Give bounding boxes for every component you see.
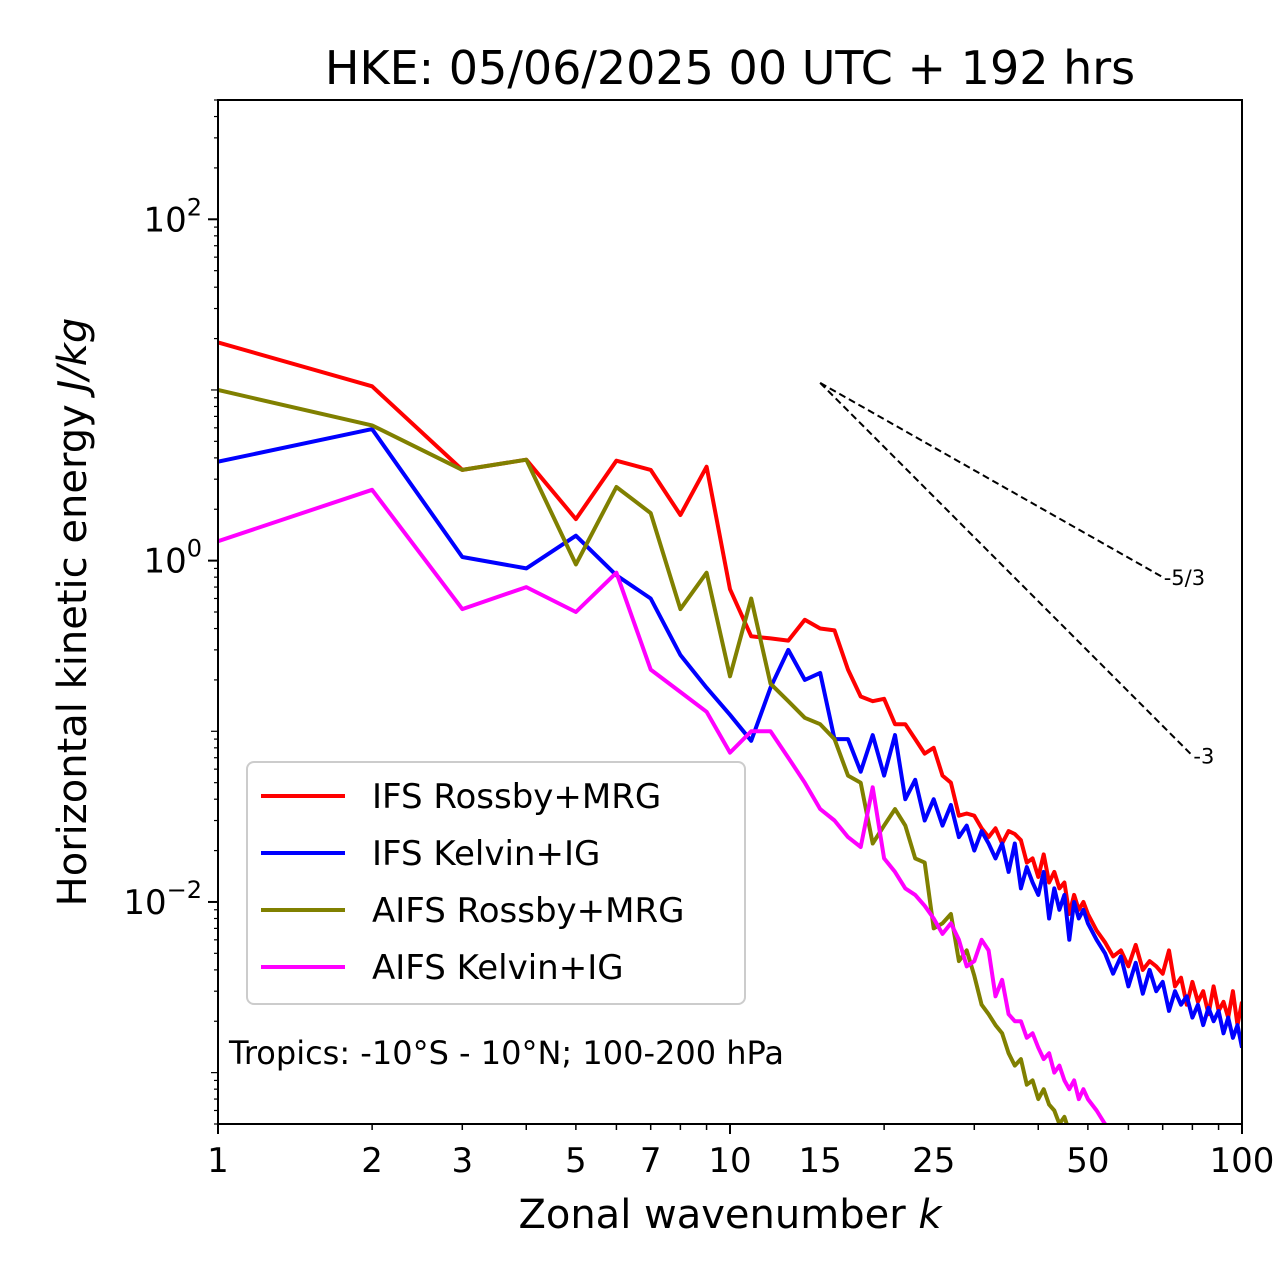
legend-box (246, 761, 746, 1005)
y-tick-label: 102 (143, 193, 202, 240)
chart-title: HKE: 05/06/2025 00 UTC + 192 hrs (325, 41, 1135, 95)
x-tick-label: 1 (207, 1141, 229, 1181)
x-tick-label: 5 (565, 1141, 587, 1181)
y-axis-ticks: 10−2 100 102 (123, 99, 218, 1125)
series-line-3 (218, 487, 1108, 1124)
legend-label: IFS Kelvin+IG (372, 834, 600, 874)
y-tick-label: 100 (143, 535, 202, 582)
x-tick-label: 2 (361, 1141, 383, 1181)
legend: IFS Rossby+MRG IFS Kelvin+IG AIFS Rossby+M… (246, 761, 746, 1005)
y-axis-title: Horizontal kinetic energy J/kg (50, 318, 96, 907)
reference-line-label-1: -3 (1193, 745, 1214, 769)
x-tick-label: 7 (640, 1141, 662, 1181)
x-tick-label: 100 (1210, 1141, 1275, 1181)
region-annotation: Tropics: -10°S - 10°N; 100-200 hPa (228, 1034, 784, 1072)
x-tick-label: 50 (1066, 1141, 1109, 1181)
series-line-1 (218, 427, 1242, 1049)
x-tick-label: 25 (912, 1141, 955, 1181)
x-tick-label: 10 (708, 1141, 751, 1181)
series-line-0 (218, 340, 1242, 1028)
legend-label: IFS Rossby+MRG (372, 777, 661, 817)
x-tick-label: 3 (451, 1141, 473, 1181)
reference-line-0 (819, 382, 1164, 579)
legend-label: AIFS Rossby+MRG (372, 891, 684, 931)
legend-label: AIFS Kelvin+IG (372, 948, 624, 988)
reference-slope-lines: -5/3 -3 (819, 382, 1214, 769)
reference-line-label-0: -5/3 (1164, 566, 1205, 590)
x-tick-label: 15 (799, 1141, 842, 1181)
x-axis-title: Zonal wavenumber k (518, 1192, 943, 1238)
y-tick-label: 10−2 (123, 876, 202, 923)
x-axis-ticks: 1 2 3 5 7 10 15 25 50 100 (207, 1124, 1274, 1181)
series-layer (218, 340, 1242, 1124)
